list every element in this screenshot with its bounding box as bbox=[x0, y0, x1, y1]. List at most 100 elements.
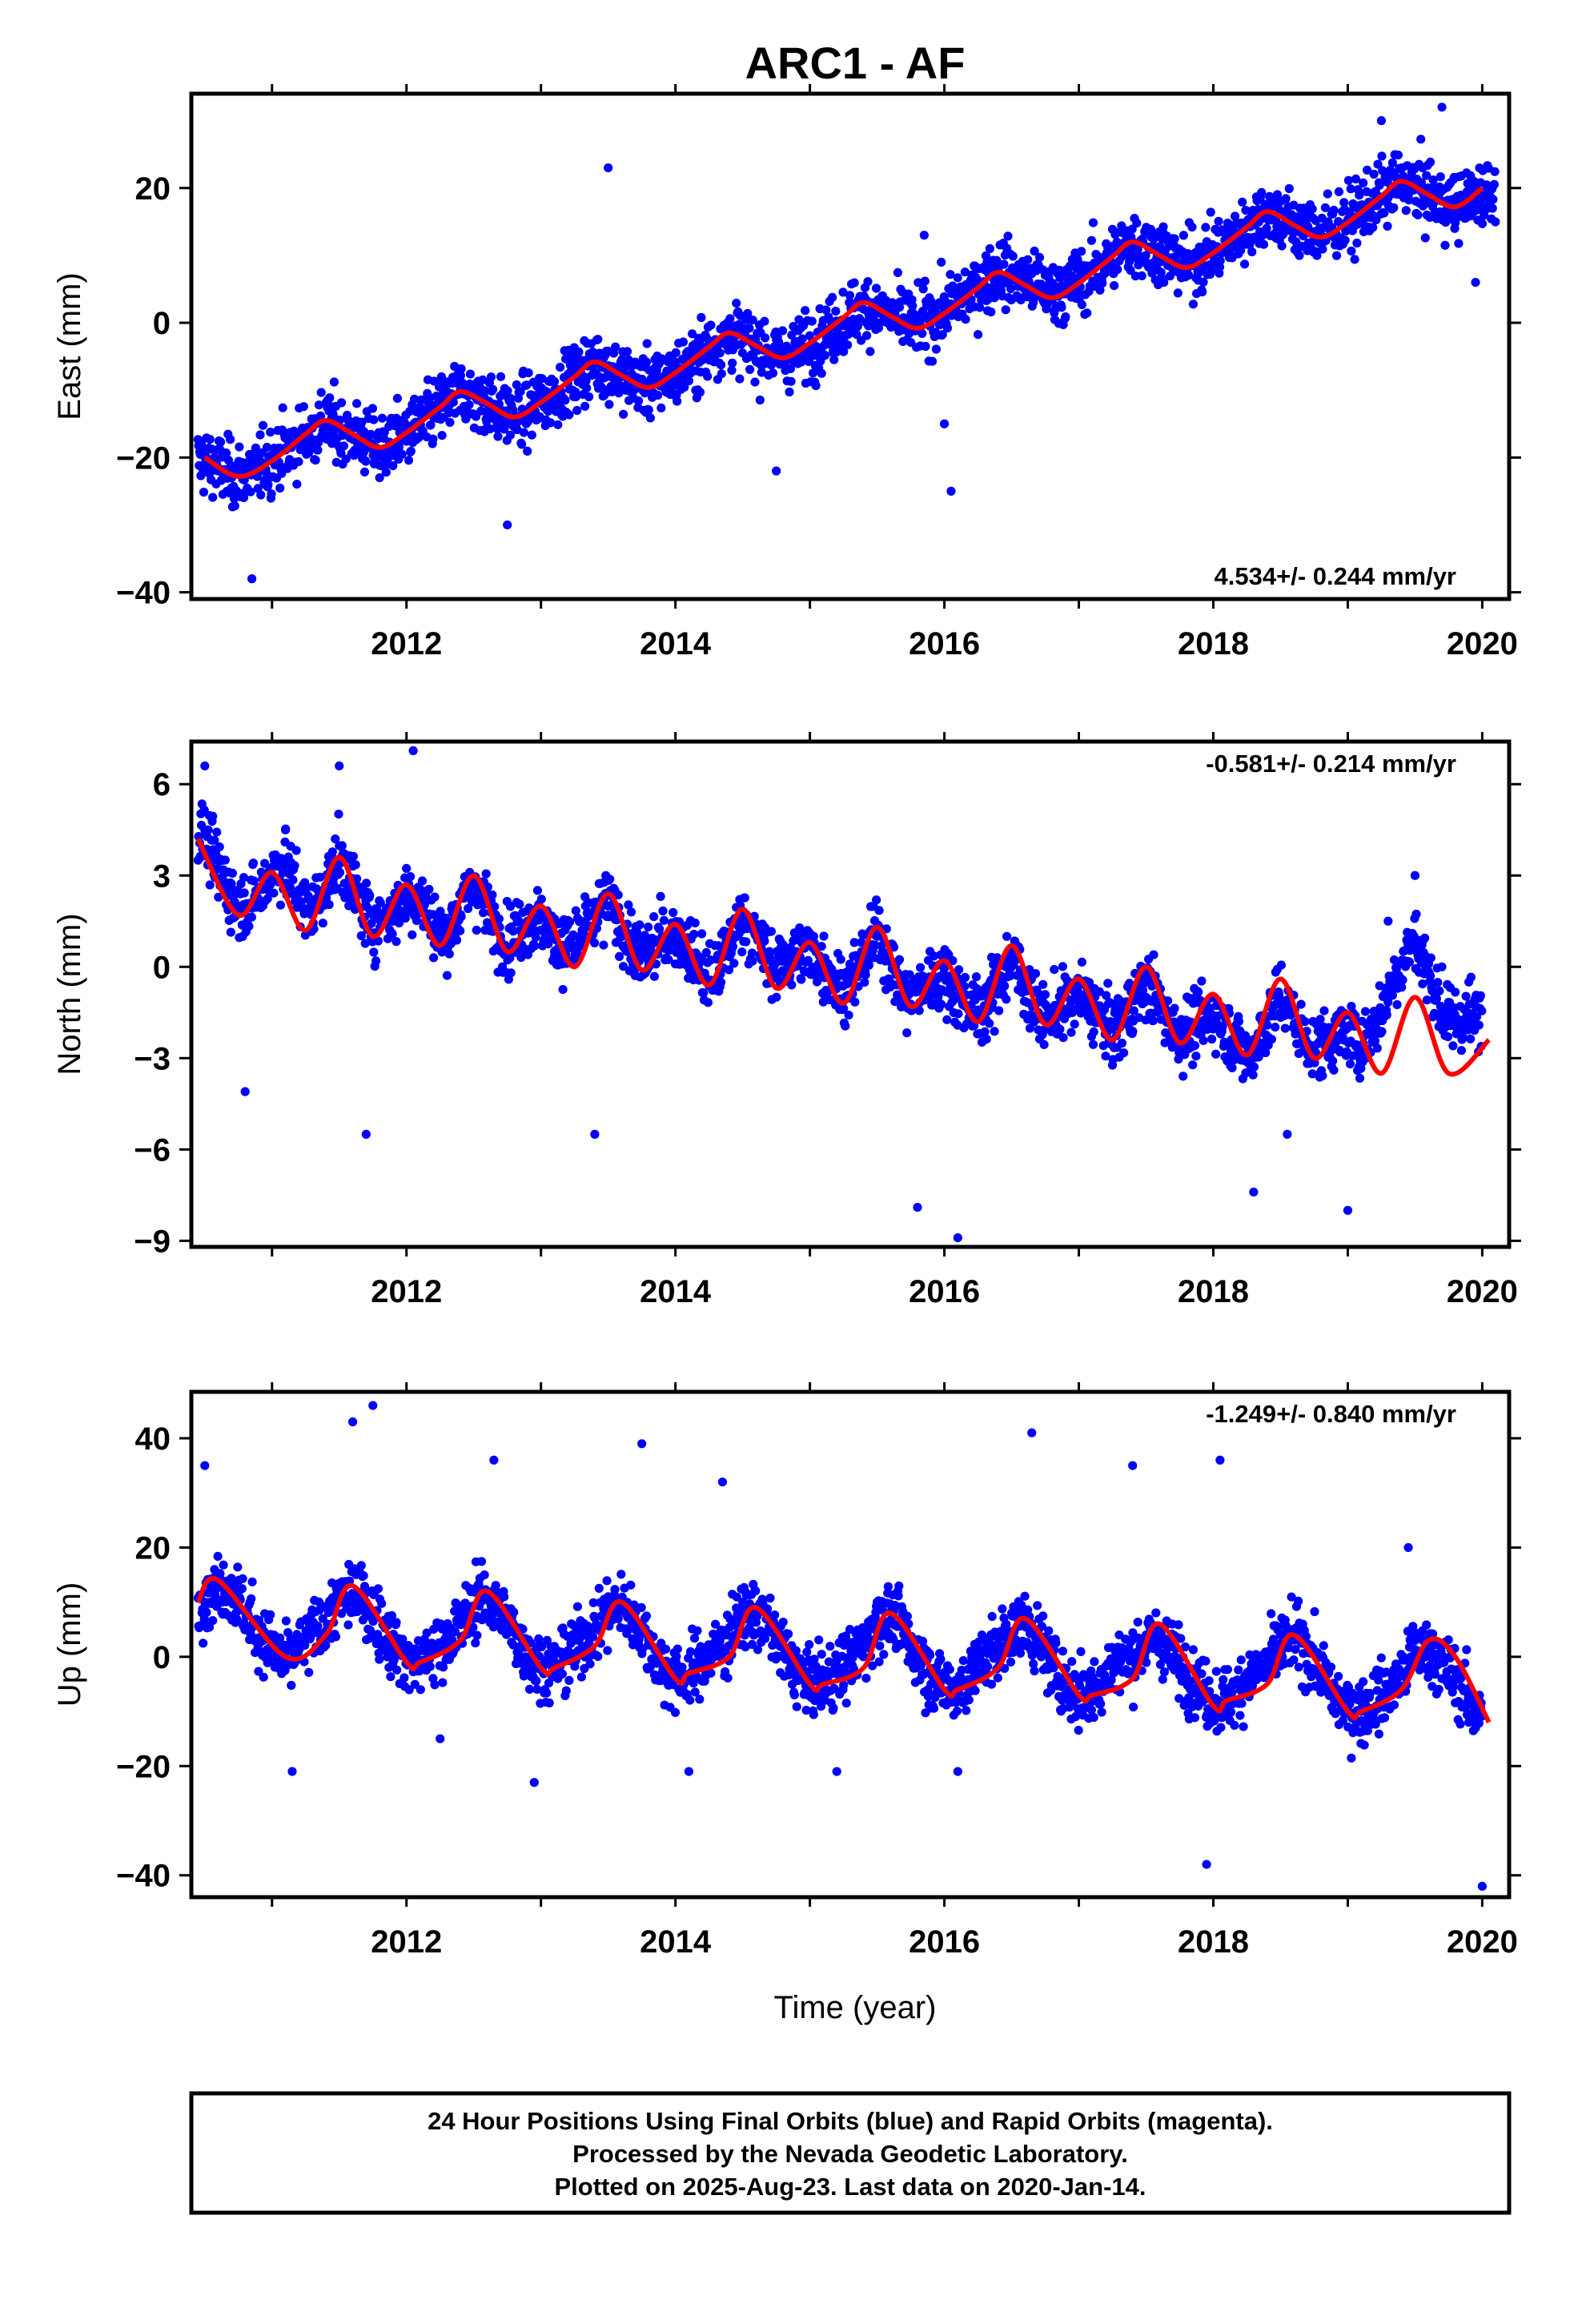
north-position-point bbox=[939, 964, 949, 974]
north-outlier-point bbox=[1283, 1129, 1292, 1139]
north-position-point bbox=[1128, 1027, 1138, 1036]
east-position-point bbox=[1182, 257, 1191, 267]
north-position-point bbox=[1383, 916, 1393, 926]
north-position-point bbox=[1061, 1007, 1070, 1017]
east-position-point bbox=[1422, 171, 1431, 180]
east-position-point bbox=[1352, 238, 1362, 248]
north-position-point bbox=[248, 858, 259, 868]
north-position-point bbox=[1190, 1041, 1200, 1051]
east-position-point bbox=[200, 460, 210, 469]
north-y-tick-label: 3 bbox=[153, 858, 171, 894]
east-position-point bbox=[1077, 247, 1086, 256]
east-position-point bbox=[787, 330, 797, 340]
east-position-point bbox=[1061, 312, 1070, 322]
east-position-point bbox=[931, 344, 941, 354]
north-position-point bbox=[348, 851, 358, 861]
east-position-point bbox=[205, 435, 215, 444]
east-position-point bbox=[222, 448, 231, 458]
north-position-point bbox=[760, 936, 769, 946]
east-position-point bbox=[1339, 198, 1349, 207]
north-position-point bbox=[665, 945, 675, 955]
east-y-tick-label: −20 bbox=[116, 440, 171, 476]
east-position-point bbox=[684, 376, 694, 386]
east-position-point bbox=[436, 372, 447, 382]
east-position-point bbox=[1113, 264, 1122, 274]
north-position-point bbox=[1138, 986, 1148, 995]
east-position-point bbox=[678, 337, 689, 347]
north-position-point bbox=[656, 891, 665, 901]
east-position-point bbox=[516, 387, 525, 396]
east-position-point bbox=[1170, 234, 1179, 243]
north-position-point bbox=[1249, 1053, 1259, 1063]
north-position-point bbox=[737, 947, 747, 957]
east-position-point bbox=[843, 340, 853, 350]
north-position-point bbox=[1426, 971, 1435, 981]
north-position-point bbox=[1070, 1019, 1079, 1029]
east-model-line bbox=[203, 179, 1484, 479]
north-position-point bbox=[1188, 1060, 1198, 1070]
east-position-point bbox=[1238, 197, 1247, 207]
east-position-point bbox=[750, 377, 760, 387]
north-position-point bbox=[558, 985, 568, 995]
north-position-point bbox=[640, 931, 650, 940]
east-position-point bbox=[645, 413, 656, 423]
east-position-point bbox=[862, 331, 872, 340]
east-x-tick-label: 2020 bbox=[1447, 626, 1518, 661]
east-position-point bbox=[697, 312, 706, 323]
east-position-point bbox=[1187, 223, 1197, 232]
north-position-point bbox=[269, 888, 279, 898]
north-position-point bbox=[1392, 999, 1402, 1010]
east-position-point bbox=[1389, 203, 1399, 212]
east-position-point bbox=[619, 409, 628, 419]
east-position-point bbox=[339, 441, 348, 451]
north-position-point bbox=[1040, 990, 1050, 999]
east-position-point bbox=[572, 405, 582, 416]
east-position-point bbox=[829, 355, 839, 364]
north-position-point bbox=[902, 1028, 912, 1038]
north-position-point bbox=[1211, 1049, 1221, 1059]
east-position-point bbox=[404, 456, 414, 465]
north-position-point bbox=[724, 965, 734, 975]
north-position-point bbox=[290, 861, 299, 870]
east-position-point bbox=[519, 428, 529, 437]
north-position-point bbox=[980, 1027, 990, 1036]
north-position-point bbox=[844, 1011, 853, 1020]
east-position-point bbox=[1377, 151, 1387, 161]
east-outlier-point bbox=[375, 472, 384, 483]
north-outlier-point bbox=[913, 1202, 922, 1212]
north-position-point bbox=[1345, 1059, 1355, 1069]
east-position-point bbox=[1363, 165, 1372, 175]
east-position-point bbox=[717, 369, 726, 379]
east-position-point bbox=[1320, 203, 1330, 212]
north-position-point bbox=[456, 912, 466, 922]
north-position-point bbox=[506, 968, 516, 978]
east-position-point bbox=[304, 448, 314, 457]
east-position-point bbox=[485, 424, 495, 434]
north-position-point bbox=[946, 987, 956, 997]
north-position-point bbox=[1404, 957, 1415, 967]
north-position-point bbox=[568, 930, 578, 939]
east-position-point bbox=[1003, 231, 1013, 241]
east-position-point bbox=[821, 305, 831, 315]
north-position-point bbox=[307, 901, 317, 911]
east-position-point bbox=[817, 368, 826, 378]
east-position-point bbox=[985, 243, 994, 254]
north-position-point bbox=[850, 997, 860, 1007]
north-position-point bbox=[1329, 1065, 1339, 1075]
up-position-point bbox=[232, 1614, 242, 1624]
east-position-point bbox=[1088, 218, 1098, 227]
east-position-point bbox=[863, 277, 873, 287]
north-position-point bbox=[1006, 962, 1017, 971]
east-position-point bbox=[604, 400, 614, 409]
east-position-point bbox=[571, 392, 580, 402]
north-position-point bbox=[1163, 996, 1173, 1006]
east-position-point bbox=[1008, 251, 1018, 261]
east-y-axis-label: East (mm) bbox=[52, 272, 87, 420]
east-outlier-point bbox=[1471, 277, 1480, 287]
north-position-point bbox=[263, 894, 272, 903]
north-position-point bbox=[942, 1015, 952, 1024]
north-position-point bbox=[1038, 979, 1048, 989]
north-position-point bbox=[971, 972, 982, 982]
east-position-point bbox=[553, 420, 563, 429]
